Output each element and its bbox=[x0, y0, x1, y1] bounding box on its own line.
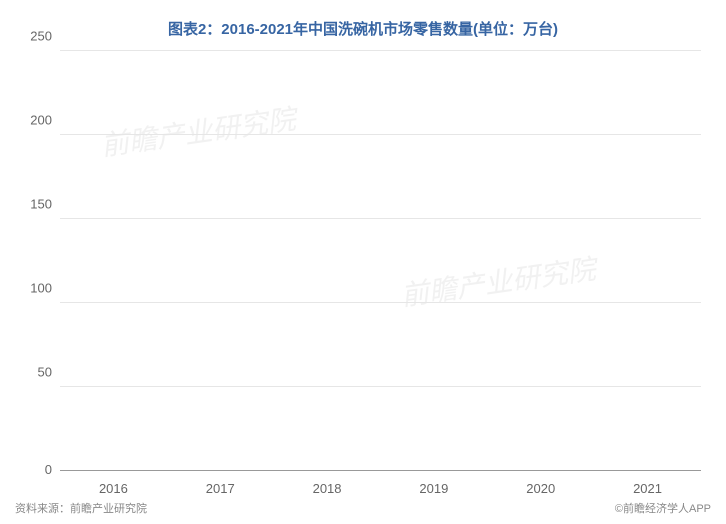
y-tick-150: 150 bbox=[30, 197, 52, 212]
x-label: 2016 bbox=[60, 481, 167, 496]
x-baseline bbox=[60, 470, 701, 471]
footer: 资料来源：前瞻产业研究院 ©前瞻经济学人APP bbox=[15, 500, 711, 516]
x-label: 2020 bbox=[487, 481, 594, 496]
x-label: 2021 bbox=[594, 481, 701, 496]
y-tick-250: 250 bbox=[30, 29, 52, 44]
x-label: 2019 bbox=[381, 481, 488, 496]
chart-title: 图表2：2016-2021年中国洗碗机市场零售数量(单位：万台) bbox=[15, 18, 711, 39]
y-tick-200: 200 bbox=[30, 113, 52, 128]
source-label: 资料来源：前瞻产业研究院 bbox=[15, 500, 147, 516]
x-labels: 201620172018201920202021 bbox=[60, 481, 701, 496]
y-tick-100: 100 bbox=[30, 281, 52, 296]
copyright-label: ©前瞻经济学人APP bbox=[615, 500, 711, 516]
x-label: 2017 bbox=[167, 481, 274, 496]
x-label: 2018 bbox=[274, 481, 381, 496]
y-tick-0: 0 bbox=[45, 462, 52, 477]
chart-container: 图表2：2016-2021年中国洗碗机市场零售数量(单位：万台) 前瞻产业研究院… bbox=[0, 0, 726, 524]
bars-region bbox=[60, 51, 701, 471]
y-axis: 0 50 100 150 200 250 bbox=[15, 51, 60, 471]
plot-area: 前瞻产业研究院 前瞻产业研究院 0 50 100 150 200 250 201… bbox=[60, 51, 701, 471]
y-tick-50: 50 bbox=[38, 365, 52, 380]
